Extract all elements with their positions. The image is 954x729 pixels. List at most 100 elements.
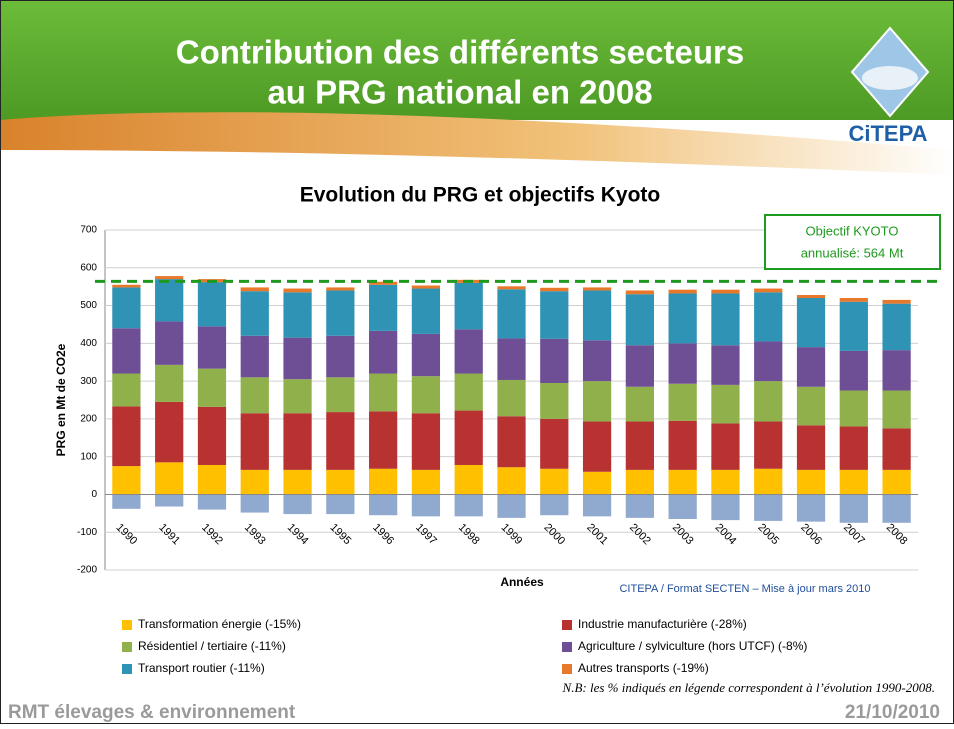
bar-segment (882, 299, 911, 304)
bar-segment (625, 294, 654, 346)
legend-swatch (562, 642, 572, 652)
y-tick-label: 700 (80, 225, 97, 236)
bar-segment (796, 298, 826, 348)
legend-label: Agriculture / sylviculture (hors UTCF) (… (578, 639, 807, 653)
bar-segment (369, 373, 398, 412)
x-axis-label: Années (500, 575, 544, 589)
bar-segment (582, 290, 612, 341)
bar-segment (839, 350, 868, 391)
header-band (0, 0, 954, 120)
bar-segment (711, 384, 740, 424)
y-tick-label: 500 (80, 300, 97, 311)
bar-segment (411, 288, 441, 334)
bar-segment (155, 364, 184, 402)
bar-segment (668, 469, 697, 495)
bar-segment (240, 291, 269, 336)
bar-segment (625, 290, 654, 295)
legend-label: Industrie manufacturière (-28%) (578, 617, 747, 631)
bar-segment (754, 292, 783, 342)
bar-segment (197, 406, 227, 465)
bar-segment (454, 373, 483, 411)
bar-segment (497, 286, 526, 290)
bar-segment (540, 383, 569, 419)
bar-segment (540, 291, 569, 339)
bar-segment (540, 494, 569, 516)
bar-segment (668, 494, 697, 519)
bar-segment (240, 413, 269, 470)
bar-segment (839, 301, 868, 351)
bar-segment (668, 383, 697, 421)
bar-segment (155, 279, 184, 322)
bar-segment (582, 471, 612, 495)
bar-segment (882, 303, 911, 351)
y-tick-label: 200 (80, 414, 97, 425)
bar-segment (411, 413, 441, 470)
bar-segment (839, 390, 868, 427)
bar-segment (197, 282, 227, 327)
bar-segment (711, 345, 740, 385)
logo-cloud (862, 66, 918, 90)
y-tick-label: 100 (80, 451, 97, 462)
bar-segment (497, 467, 526, 495)
bar-segment (283, 413, 312, 470)
bar-segment (582, 494, 612, 517)
bar-segment (369, 330, 398, 374)
slide-title: Contribution des différents secteurs (176, 34, 744, 71)
bar-segment (369, 284, 398, 331)
bar-segment (796, 294, 826, 298)
bar-segment (754, 494, 783, 521)
bar-segment (155, 494, 184, 507)
bar-segment (796, 469, 826, 495)
target-label: annualisé: 564 Mt (801, 245, 904, 260)
bar-segment (839, 469, 868, 495)
legend-swatch (122, 664, 132, 674)
legend-label: Autres transports (-19%) (578, 661, 709, 675)
bar-segment (582, 421, 612, 472)
target-label: Objectif KYOTO (806, 223, 899, 238)
bar-segment (582, 381, 612, 422)
bar-segment (411, 376, 441, 414)
bar-segment (540, 418, 569, 469)
bar-segment (283, 379, 312, 414)
bar-segment (240, 469, 269, 495)
bar-segment (283, 469, 312, 495)
bar-segment (112, 328, 141, 374)
bar-segment (283, 337, 312, 380)
bar-segment (882, 350, 911, 391)
bar-segment (240, 377, 269, 414)
bar-segment (155, 401, 184, 463)
bar-segment (326, 494, 355, 515)
bar-segment (582, 340, 612, 382)
legend-label: Transport routier (-11%) (138, 661, 265, 675)
bar-segment (411, 333, 441, 377)
bar-segment (283, 494, 312, 515)
bar-segment (754, 468, 783, 495)
legend-label: Transformation énergie (-15%) (138, 617, 301, 631)
y-tick-label: -200 (77, 565, 97, 576)
y-tick-label: 400 (80, 338, 97, 349)
target-box (764, 214, 941, 270)
bar-segment (112, 287, 141, 329)
bar-segment (240, 287, 269, 292)
bar-segment (283, 288, 312, 293)
bar-segment (668, 289, 697, 294)
bar-segment (454, 464, 483, 495)
y-tick-label: 0 (91, 489, 97, 500)
bar-segment (411, 469, 441, 495)
bar-segment (839, 298, 868, 302)
bar-segment (454, 282, 483, 330)
bar-segment (711, 423, 740, 470)
legend-label: Résidentiel / tertiaire (-11%) (138, 639, 286, 653)
bar-segment (497, 494, 526, 518)
bar-segment (711, 289, 740, 294)
header-swoosh (0, 112, 954, 175)
bar-segment (711, 293, 740, 346)
legend-swatch (122, 620, 132, 630)
bar-segment (326, 290, 355, 336)
footer-right: 21/10/2010 (845, 702, 940, 723)
bar-segment (112, 284, 141, 288)
bar-segment (112, 373, 141, 407)
bar-segment (796, 494, 826, 522)
bar-segment (454, 494, 483, 517)
bar-segment (283, 292, 312, 338)
